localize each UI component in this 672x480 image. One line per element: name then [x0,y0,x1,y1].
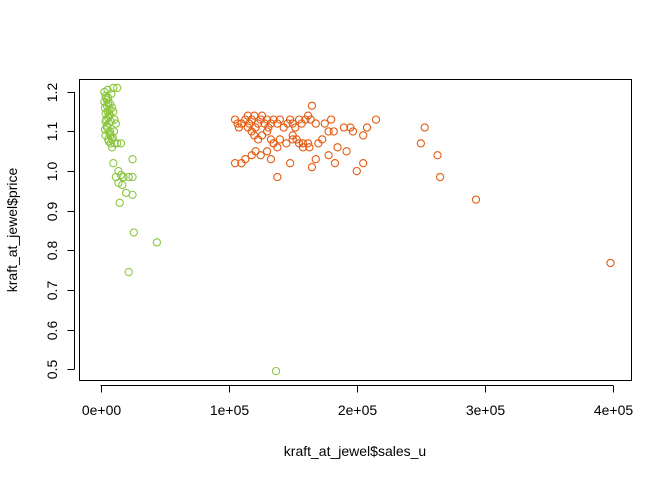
data-point-series-2 [420,123,429,132]
data-point-series-2 [298,143,308,152]
data-point-series-2 [257,131,267,140]
data-point-series-1 [114,178,123,188]
data-point-series-2 [324,151,333,160]
data-point-series-1 [118,180,127,190]
data-point-series-1 [105,109,114,118]
data-point-series-1 [109,83,118,93]
data-point-series-2 [273,172,282,182]
y-axis-title: kraft_at_jewel$price [4,168,20,293]
y-tick-label: 1.1 [44,122,60,142]
data-point-series-2 [359,131,368,140]
data-point-series-1 [105,99,115,108]
data-point-series-2 [416,139,426,148]
data-point-series-2 [330,159,340,168]
data-point-series-2 [288,135,297,144]
data-point-series-1 [106,131,115,140]
plot-frame [79,79,632,381]
data-point-series-2 [318,135,327,144]
data-point-series-2 [241,155,250,164]
data-point-series-2 [433,151,442,160]
data-point-series-1 [124,172,133,182]
data-point-series-2 [311,155,320,164]
data-point-series-1 [119,172,128,182]
data-point-series-2 [333,143,342,152]
data-point-series-1 [109,159,118,168]
data-point-series-2 [307,162,317,172]
data-point-series-2 [359,159,368,168]
data-point-series-1 [113,83,122,93]
data-point-series-2 [371,115,381,124]
data-point-series-1 [110,115,119,124]
data-point-series-2 [471,195,481,204]
data-point-series-2 [285,159,295,168]
data-point-series-1 [109,107,118,116]
data-point-series-2 [329,127,338,136]
data-point-series-1 [101,117,110,126]
data-point-series-2 [306,115,315,124]
data-point-series-2 [291,123,300,132]
data-point-series-1 [271,366,281,376]
data-point-series-2 [275,135,285,144]
data-point-series-2 [324,127,333,136]
data-point-series-2 [269,139,278,148]
data-point-series-1 [104,93,113,102]
data-point-series-2 [262,127,272,136]
data-point-series-2 [352,166,361,176]
data-point-series-2 [257,111,267,120]
y-tick-label: 1.2 [44,83,60,103]
data-point-series-1 [103,85,112,95]
data-points [100,83,615,376]
data-point-series-2 [305,143,314,152]
data-point-series-2 [362,123,372,132]
data-point-series-1 [102,121,112,130]
data-point-series-2 [266,155,276,164]
x-tick-label: 1e+05 [210,402,250,418]
data-point-series-1 [128,155,137,164]
data-point-series-2 [342,147,351,156]
data-point-series-2 [327,115,336,124]
data-point-series-1 [113,139,122,148]
data-point-series-1 [116,170,126,180]
data-point-series-2 [307,101,317,110]
data-point-series-2 [298,139,308,148]
data-point-series-1 [106,139,115,148]
data-point-series-2 [282,139,291,148]
data-point-series-2 [230,159,240,168]
data-point-series-2 [251,147,260,156]
x-axis: 0e+00 1e+05 2e+05 3e+05 4e+05 [82,385,634,418]
data-point-series-1 [110,139,119,148]
y-tick-label: 0.6 [44,321,60,341]
y-tick-label: 1.0 [44,162,60,182]
data-point-series-1 [152,238,162,247]
data-point-series-1 [128,190,137,200]
data-point-series-2 [320,119,329,128]
y-tick-label: 0.5 [44,360,60,380]
data-point-series-1 [128,172,137,182]
x-tick-label: 3e+05 [466,402,506,418]
x-axis-title: kraft_at_jewel$sales_u [284,443,426,459]
x-tick-label: 4e+05 [594,402,634,418]
y-tick-label: 0.9 [44,202,60,222]
data-point-series-2 [311,119,320,128]
x-tick-label: 2e+05 [338,402,378,418]
data-point-series-1 [116,139,126,148]
data-point-series-2 [303,139,313,148]
data-point-series-1 [111,119,121,128]
data-point-series-2 [435,172,445,182]
data-point-series-2 [275,115,285,124]
y-axis: 0.5 0.6 0.7 0.8 0.9 1.0 1.1 1.2 [44,83,75,380]
data-point-series-2 [262,147,272,156]
data-point-series-2 [339,123,349,132]
y-tick-label: 0.8 [44,241,60,261]
data-point-series-2 [233,119,242,128]
y-tick-label: 0.7 [44,281,60,301]
data-point-series-1 [115,198,124,207]
x-tick-label: 0e+00 [82,402,122,418]
data-point-series-2 [256,151,265,160]
data-point-series-1 [129,228,138,237]
data-point-series-1 [124,267,133,277]
data-point-series-2 [348,127,358,136]
data-point-series-2 [606,258,615,268]
